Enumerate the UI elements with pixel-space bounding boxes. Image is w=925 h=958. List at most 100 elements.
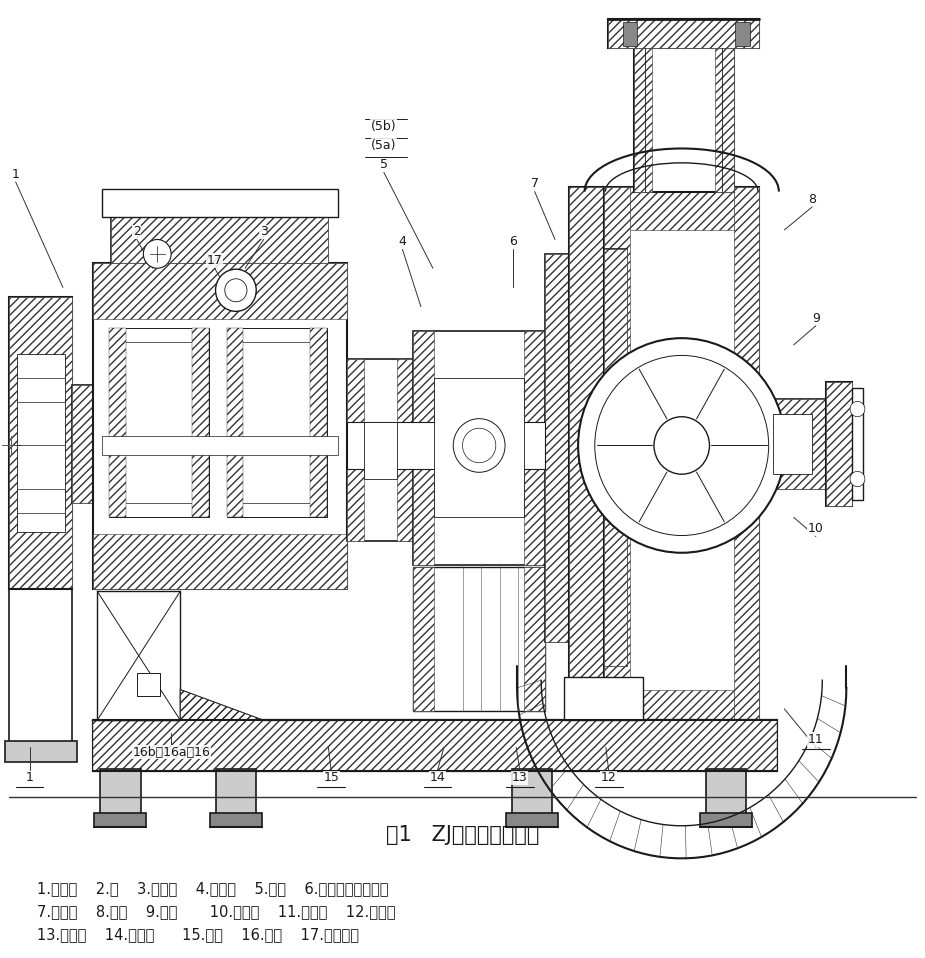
Text: 12: 12 (600, 771, 617, 785)
Text: 13.填料箱    14.水封环      15.底座    16.托架    17.调节螺灯: 13.填料箱 14.水封环 15.底座 16.托架 17.调节螺灯 (37, 927, 359, 943)
Text: 14: 14 (429, 771, 446, 785)
Text: 8: 8 (808, 193, 816, 206)
Bar (216, 769, 256, 817)
Bar (9, 589, 72, 752)
Bar (347, 422, 545, 469)
Bar (137, 673, 160, 696)
Circle shape (453, 419, 505, 472)
Bar (735, 22, 750, 46)
Bar (94, 813, 146, 827)
Bar (524, 567, 545, 711)
Bar (852, 388, 863, 500)
Bar (92, 720, 777, 771)
Bar (630, 187, 734, 230)
Text: 17: 17 (206, 254, 223, 267)
Bar (604, 187, 630, 733)
Text: 6: 6 (510, 235, 517, 248)
Bar (92, 534, 347, 589)
Bar (524, 331, 545, 565)
Bar (413, 331, 434, 565)
Text: 15: 15 (323, 771, 339, 785)
Text: 10: 10 (808, 522, 824, 536)
Bar (17, 354, 65, 532)
Bar (111, 217, 328, 263)
Circle shape (225, 279, 247, 302)
Bar (102, 189, 338, 217)
Text: 13: 13 (512, 771, 528, 785)
Bar (92, 720, 777, 771)
Bar (759, 399, 826, 489)
Bar (413, 331, 545, 565)
Bar (92, 422, 583, 467)
Bar (111, 217, 328, 263)
Circle shape (216, 269, 256, 311)
Bar (397, 359, 413, 541)
Text: 3: 3 (260, 225, 267, 239)
Circle shape (850, 401, 865, 417)
Bar (608, 19, 759, 48)
Text: 7: 7 (531, 177, 538, 191)
Bar (512, 769, 552, 817)
Bar (700, 813, 752, 827)
Bar (92, 263, 347, 589)
Text: 图1   ZJ型渣浆泵结构图: 图1 ZJ型渣浆泵结构图 (386, 826, 539, 845)
Text: 1.联轴器    2.轴    3.轴承箱    4.拆卸环    5.轴封    6.副叶轮（间隔套）: 1.联轴器 2.轴 3.轴承箱 4.拆卸环 5.轴封 6.副叶轮（间隔套） (37, 881, 388, 897)
Bar (92, 720, 777, 771)
Bar (564, 677, 643, 720)
Polygon shape (92, 690, 347, 720)
Bar (734, 187, 759, 733)
Text: 9: 9 (812, 311, 820, 325)
Bar (5, 741, 77, 762)
Bar (413, 567, 434, 711)
Text: (5a): (5a) (371, 139, 397, 152)
Bar (72, 385, 93, 503)
Bar (117, 342, 202, 503)
Bar (92, 263, 347, 319)
Text: 7.后护板    8.涡壳    9.叶轮       10.前护板    11.前泵壳    12.后泵壳: 7.后护板 8.涡壳 9.叶轮 10.前护板 11.前泵壳 12.后泵壳 (37, 904, 396, 920)
Bar (826, 382, 852, 506)
Bar (210, 813, 262, 827)
Bar (826, 382, 852, 506)
Circle shape (850, 471, 865, 487)
Bar (630, 690, 734, 733)
Bar (109, 328, 209, 517)
Bar (364, 422, 397, 479)
Bar (347, 359, 364, 541)
Bar (506, 813, 558, 827)
Bar (569, 187, 604, 733)
Bar (634, 19, 652, 192)
Text: 16b、16a、16: 16b、16a、16 (132, 745, 210, 759)
Bar (97, 591, 180, 720)
Circle shape (462, 428, 496, 463)
Bar (545, 254, 569, 642)
Bar (604, 249, 627, 666)
Bar (569, 187, 604, 733)
Bar (434, 378, 524, 517)
Circle shape (595, 355, 769, 536)
Bar (773, 414, 812, 474)
Bar (72, 385, 93, 503)
Bar (604, 249, 627, 666)
Bar (109, 328, 126, 517)
Text: 1: 1 (26, 771, 33, 785)
Bar (347, 359, 413, 541)
Text: (5b): (5b) (371, 120, 397, 133)
Bar (545, 254, 569, 642)
Circle shape (654, 417, 709, 474)
Bar (100, 769, 141, 817)
Bar (623, 22, 637, 46)
Bar (715, 19, 734, 192)
Bar (192, 328, 209, 517)
Bar (706, 769, 746, 817)
Bar (227, 328, 243, 517)
Bar (227, 328, 327, 517)
Circle shape (578, 338, 785, 553)
Circle shape (143, 240, 171, 268)
Bar (9, 297, 72, 589)
Bar (759, 399, 826, 489)
Bar (604, 187, 759, 733)
Text: 2: 2 (133, 225, 141, 239)
Bar (102, 436, 338, 455)
Bar (634, 19, 734, 192)
Bar (310, 328, 327, 517)
